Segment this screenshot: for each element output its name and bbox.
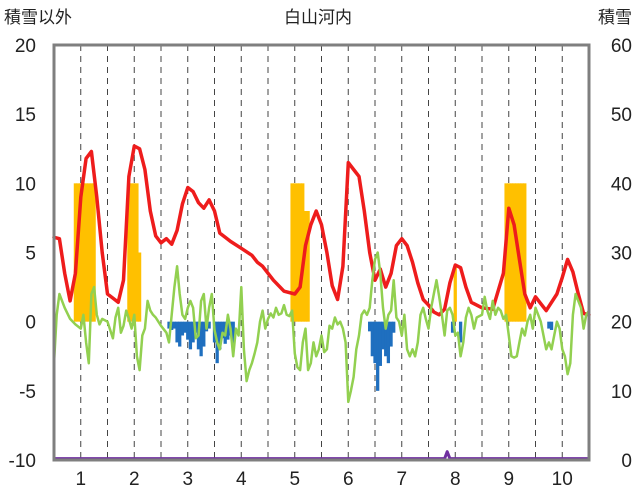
left-tick-label: -10 — [9, 451, 36, 472]
bar — [381, 321, 385, 350]
right-axis-ticks: 60 50 40 30 20 10 0 — [611, 36, 632, 472]
bar — [172, 321, 177, 329]
bar — [520, 183, 524, 322]
right-tick-label: 40 — [611, 174, 632, 195]
bar — [378, 321, 382, 366]
left-axis-label: 積雪以外 — [4, 8, 72, 27]
bar — [370, 321, 374, 357]
bar — [509, 183, 514, 322]
left-tick-label: 15 — [15, 105, 36, 126]
bar — [298, 183, 302, 322]
x-tick-label: 7 — [396, 469, 407, 490]
bar — [450, 321, 455, 333]
x-tick-label: 10 — [552, 469, 573, 490]
bar — [453, 266, 457, 322]
left-tick-label: 0 — [25, 313, 36, 334]
x-tick-label: 1 — [75, 469, 86, 490]
bar — [180, 321, 185, 336]
bar — [79, 183, 83, 322]
series-line — [52, 251, 591, 404]
vertical-gridlines — [80, 45, 563, 460]
bar — [458, 321, 463, 343]
bar — [129, 183, 134, 322]
bar — [547, 321, 551, 329]
bar — [226, 321, 230, 340]
x-tick-label: 6 — [343, 469, 354, 490]
x-tick-label: 4 — [236, 469, 247, 490]
bar — [306, 211, 310, 322]
bar — [512, 183, 516, 322]
bar — [137, 252, 142, 322]
bar — [392, 321, 396, 333]
bar — [207, 321, 211, 329]
bar — [135, 183, 139, 322]
bar — [386, 321, 391, 364]
bar — [373, 321, 377, 364]
bar — [295, 183, 300, 322]
bar — [293, 183, 297, 322]
bar — [92, 183, 96, 322]
left-tick-label: -5 — [19, 382, 36, 403]
right-tick-label: 0 — [621, 451, 632, 472]
bar — [549, 321, 554, 330]
right-tick-label: 60 — [611, 36, 632, 57]
bar — [231, 321, 235, 347]
x-tick-label: 8 — [450, 469, 461, 490]
bar — [290, 183, 294, 322]
x-axis-ticks: 1 2 3 4 5 6 7 8 9 10 — [75, 469, 572, 490]
bar — [87, 183, 91, 322]
bar — [389, 321, 393, 347]
bar — [81, 183, 86, 322]
bar — [178, 321, 182, 347]
bar — [507, 183, 511, 322]
left-tick-label: 10 — [15, 174, 36, 195]
bar — [301, 183, 305, 322]
x-tick-label: 9 — [503, 469, 514, 490]
right-tick-label: 20 — [611, 313, 632, 334]
bar — [167, 321, 171, 329]
x-tick-label: 3 — [182, 469, 193, 490]
chart-title: 白山河内 — [284, 8, 352, 27]
bar — [199, 321, 203, 357]
bar — [175, 321, 179, 343]
right-axis-label: 積雪 — [598, 8, 632, 27]
left-axis-ticks: 20 15 10 5 0 -5 -10 — [9, 36, 36, 472]
bar — [376, 321, 380, 391]
bar — [368, 321, 372, 332]
bar — [523, 183, 527, 322]
left-tick-label: 5 — [25, 244, 36, 265]
bar — [218, 321, 222, 350]
bar — [186, 321, 190, 340]
bar — [132, 183, 136, 322]
bar — [191, 321, 195, 343]
bar — [220, 321, 225, 339]
bar — [384, 321, 388, 357]
right-tick-label: 10 — [611, 382, 632, 403]
bar — [127, 183, 131, 322]
bar — [183, 321, 187, 333]
right-tick-label: 30 — [611, 244, 632, 265]
x-tick-label: 5 — [289, 469, 300, 490]
bar — [89, 183, 94, 322]
bar — [303, 211, 308, 322]
plot-frame — [52, 43, 591, 462]
right-tick-label: 50 — [611, 105, 632, 126]
left-tick-label: 20 — [15, 36, 36, 57]
bar — [188, 321, 193, 350]
bar — [202, 321, 206, 347]
series-line — [52, 144, 591, 317]
x-tick-label: 2 — [129, 469, 140, 490]
bar — [84, 183, 88, 322]
